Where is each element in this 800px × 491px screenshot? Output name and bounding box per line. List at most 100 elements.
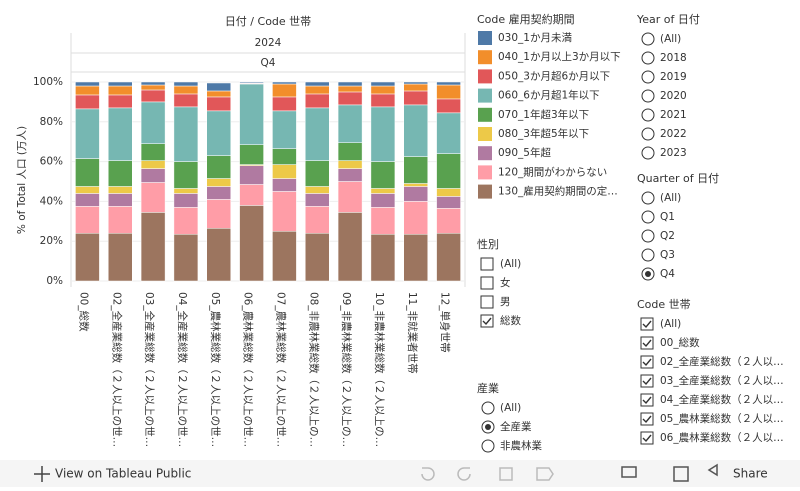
radio[interactable]	[482, 402, 494, 414]
filter-option[interactable]: 2021	[660, 109, 687, 121]
filter-title: 産業	[477, 382, 499, 395]
share-button[interactable]: Share	[733, 467, 768, 481]
x-tick-label: 09_非農林業総数（２人以上の…	[340, 292, 353, 447]
y-tick-label: 80%	[40, 116, 63, 128]
filter-option[interactable]: 04_全産業総数（２人以…	[660, 393, 784, 406]
x-tick-label: 00_総数	[77, 292, 90, 332]
filter-option[interactable]: (All)	[500, 258, 521, 270]
bar-segment	[207, 91, 231, 97]
legend-title: Code 雇用契約期間	[477, 12, 575, 26]
checkbox[interactable]	[481, 315, 493, 327]
bar-segment	[305, 82, 329, 86]
legend-swatch	[478, 146, 492, 160]
bar-segment	[404, 234, 428, 281]
bar-segment	[404, 157, 428, 184]
radio[interactable]	[642, 52, 654, 64]
radio[interactable]	[642, 128, 654, 140]
filter-option[interactable]: 05_農林業総数（２人以…	[660, 412, 784, 425]
bar-segment	[141, 85, 165, 90]
filter-title: Quarter of 日付	[637, 172, 719, 185]
filter-option[interactable]: (All)	[500, 402, 521, 414]
filter-option[interactable]: 全産業	[500, 420, 532, 433]
radio[interactable]	[642, 33, 654, 45]
bar-segment	[437, 113, 461, 154]
bar-segment	[404, 84, 428, 91]
bar-segment	[141, 161, 165, 169]
radio[interactable]	[482, 440, 494, 452]
bar-segment	[305, 193, 329, 206]
radio[interactable]	[642, 230, 654, 242]
filter-option[interactable]: Q4	[660, 268, 675, 280]
radio[interactable]	[642, 109, 654, 121]
radio[interactable]	[642, 192, 654, 204]
checkbox[interactable]	[641, 318, 653, 330]
filter-option[interactable]: Q3	[660, 249, 675, 261]
filter-option[interactable]: 06_農林業総数（２人以…	[660, 431, 784, 444]
filter-option[interactable]: 2023	[660, 147, 687, 159]
filter-option[interactable]: 2022	[660, 128, 687, 140]
legend-label: 040_1か月以上3か月以下	[498, 51, 621, 63]
filter-option[interactable]: Q2	[660, 230, 675, 242]
bar-segment	[108, 186, 132, 193]
checkbox[interactable]	[641, 432, 653, 444]
y-axis-title: % of Total 人口 (万人)	[16, 126, 28, 234]
checkbox[interactable]	[481, 258, 493, 270]
filter-option[interactable]: 00_総数	[660, 336, 700, 349]
checkbox[interactable]	[641, 375, 653, 387]
bar-segment	[174, 234, 198, 281]
legend-label: 050_3か月超6か月以下	[498, 69, 610, 82]
legend-swatch	[478, 165, 492, 179]
filter-option[interactable]: (All)	[660, 33, 681, 45]
bar-segment	[338, 169, 362, 182]
filter-option[interactable]: 2019	[660, 71, 687, 83]
bar-segment	[371, 82, 395, 86]
filter-option[interactable]: 男	[500, 296, 511, 308]
x-tick-label: 11_非就業者世帯	[406, 292, 419, 374]
bar-segment	[272, 165, 296, 179]
checkbox[interactable]	[481, 277, 493, 289]
checkbox[interactable]	[641, 394, 653, 406]
tableau-link[interactable]: View on Tableau Public	[55, 467, 191, 481]
filter-option[interactable]: 02_全産業総数（２人以…	[660, 355, 784, 368]
radio[interactable]	[642, 90, 654, 102]
bar-segment	[75, 206, 99, 233]
checkbox[interactable]	[641, 337, 653, 349]
filter-option[interactable]: 2018	[660, 52, 687, 64]
bar-segment	[174, 107, 198, 162]
filter-option[interactable]: 2020	[660, 90, 687, 102]
checkbox[interactable]	[641, 356, 653, 368]
checkbox[interactable]	[481, 296, 493, 308]
radio[interactable]	[642, 211, 654, 223]
bar-segment	[338, 143, 362, 161]
bar-segment	[371, 86, 395, 94]
filter-option[interactable]: (All)	[660, 192, 681, 204]
bar-segment	[108, 108, 132, 161]
y-tick-label: 40%	[40, 195, 63, 207]
checkbox[interactable]	[641, 413, 653, 425]
bar-segment	[338, 86, 362, 92]
filter-option[interactable]: 非農林業	[500, 439, 542, 452]
legend-swatch	[478, 127, 492, 141]
bar-segment	[404, 82, 428, 84]
bar-segment	[108, 233, 132, 281]
legend-label: 090_5年超	[498, 146, 551, 159]
filter-option[interactable]: 総数	[500, 314, 521, 327]
bar-segment	[338, 161, 362, 169]
filter-option[interactable]: 03_全産業総数（２人以…	[660, 374, 784, 387]
bar-segment	[75, 95, 99, 109]
filter-option[interactable]: Q1	[660, 211, 675, 223]
filter-option[interactable]: 女	[500, 276, 511, 289]
radio[interactable]	[642, 249, 654, 261]
filter-option[interactable]: (All)	[660, 318, 681, 330]
bar-segment	[108, 95, 132, 108]
legend-swatch	[478, 50, 492, 64]
radio[interactable]	[642, 147, 654, 159]
x-tick-label: 06_農林業総数（２人以上の世…	[242, 292, 255, 447]
bar-segment	[174, 188, 198, 193]
bar-segment	[174, 82, 198, 86]
bar-segment	[338, 105, 362, 143]
x-tick-label: 10_非農林業総数（２人以上の…	[373, 292, 386, 447]
radio[interactable]	[642, 71, 654, 83]
